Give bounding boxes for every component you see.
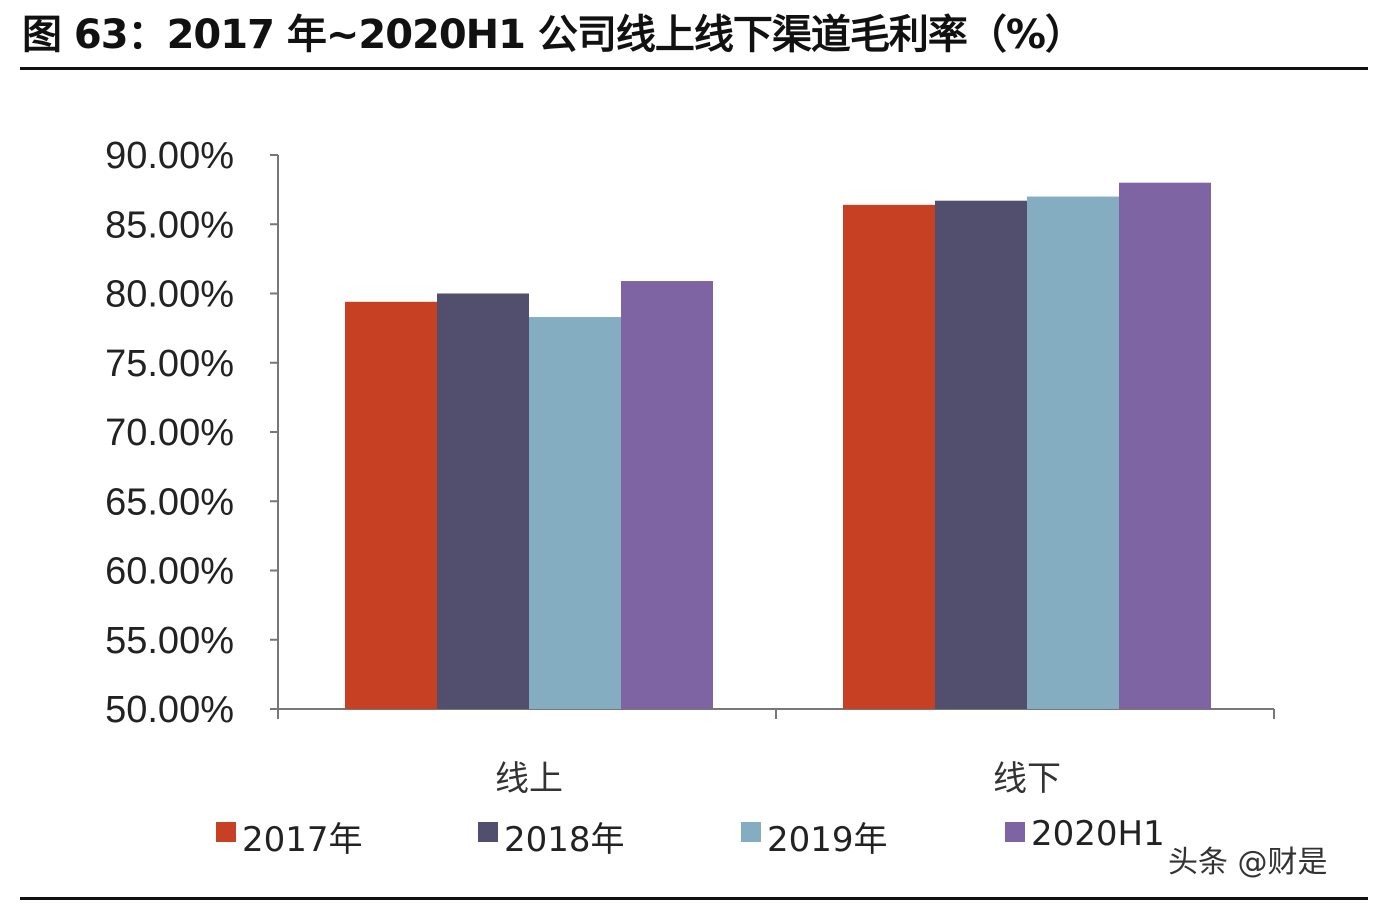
top-rule	[20, 67, 1368, 70]
bar-2017年-线上	[345, 301, 437, 709]
bar-2018年-线下	[935, 200, 1027, 709]
bar-2019年-线上	[529, 317, 621, 709]
legend-swatch	[216, 822, 236, 842]
y-tick-label: 55.00%	[105, 620, 234, 662]
legend-label: 2019年	[767, 820, 888, 860]
legend-label: 2020H1	[1031, 814, 1165, 854]
bar-2018年-线上	[437, 293, 529, 709]
legend-swatch	[741, 822, 761, 842]
y-tick-label: 75.00%	[105, 343, 234, 385]
bar-2020H1-线下	[1119, 182, 1211, 709]
bar-2020H1-线上	[621, 281, 713, 709]
legend-label: 2017年	[242, 820, 363, 860]
y-tick-label: 90.00%	[105, 135, 234, 177]
legend-label: 2018年	[504, 820, 625, 860]
y-tick-label: 50.00%	[105, 689, 234, 731]
legend-swatch	[478, 822, 498, 842]
y-tick-label: 80.00%	[105, 274, 234, 316]
bottom-rule	[20, 897, 1368, 900]
y-tick-label: 65.00%	[105, 481, 234, 523]
y-tick-label: 70.00%	[105, 412, 234, 454]
bar-2019年-线下	[1027, 196, 1119, 710]
x-category-label: 线上	[495, 759, 563, 799]
x-category-label: 线下	[993, 759, 1061, 799]
chart-title: 图 63：2017 年~2020H1 公司线上线下渠道毛利率（%）	[22, 12, 1085, 58]
y-tick-label: 60.00%	[105, 551, 234, 593]
y-tick-label: 85.00%	[105, 204, 234, 246]
legend-swatch	[1005, 822, 1025, 842]
watermark: 头条 @财是	[1168, 845, 1328, 880]
bar-2017年-线下	[843, 204, 935, 710]
